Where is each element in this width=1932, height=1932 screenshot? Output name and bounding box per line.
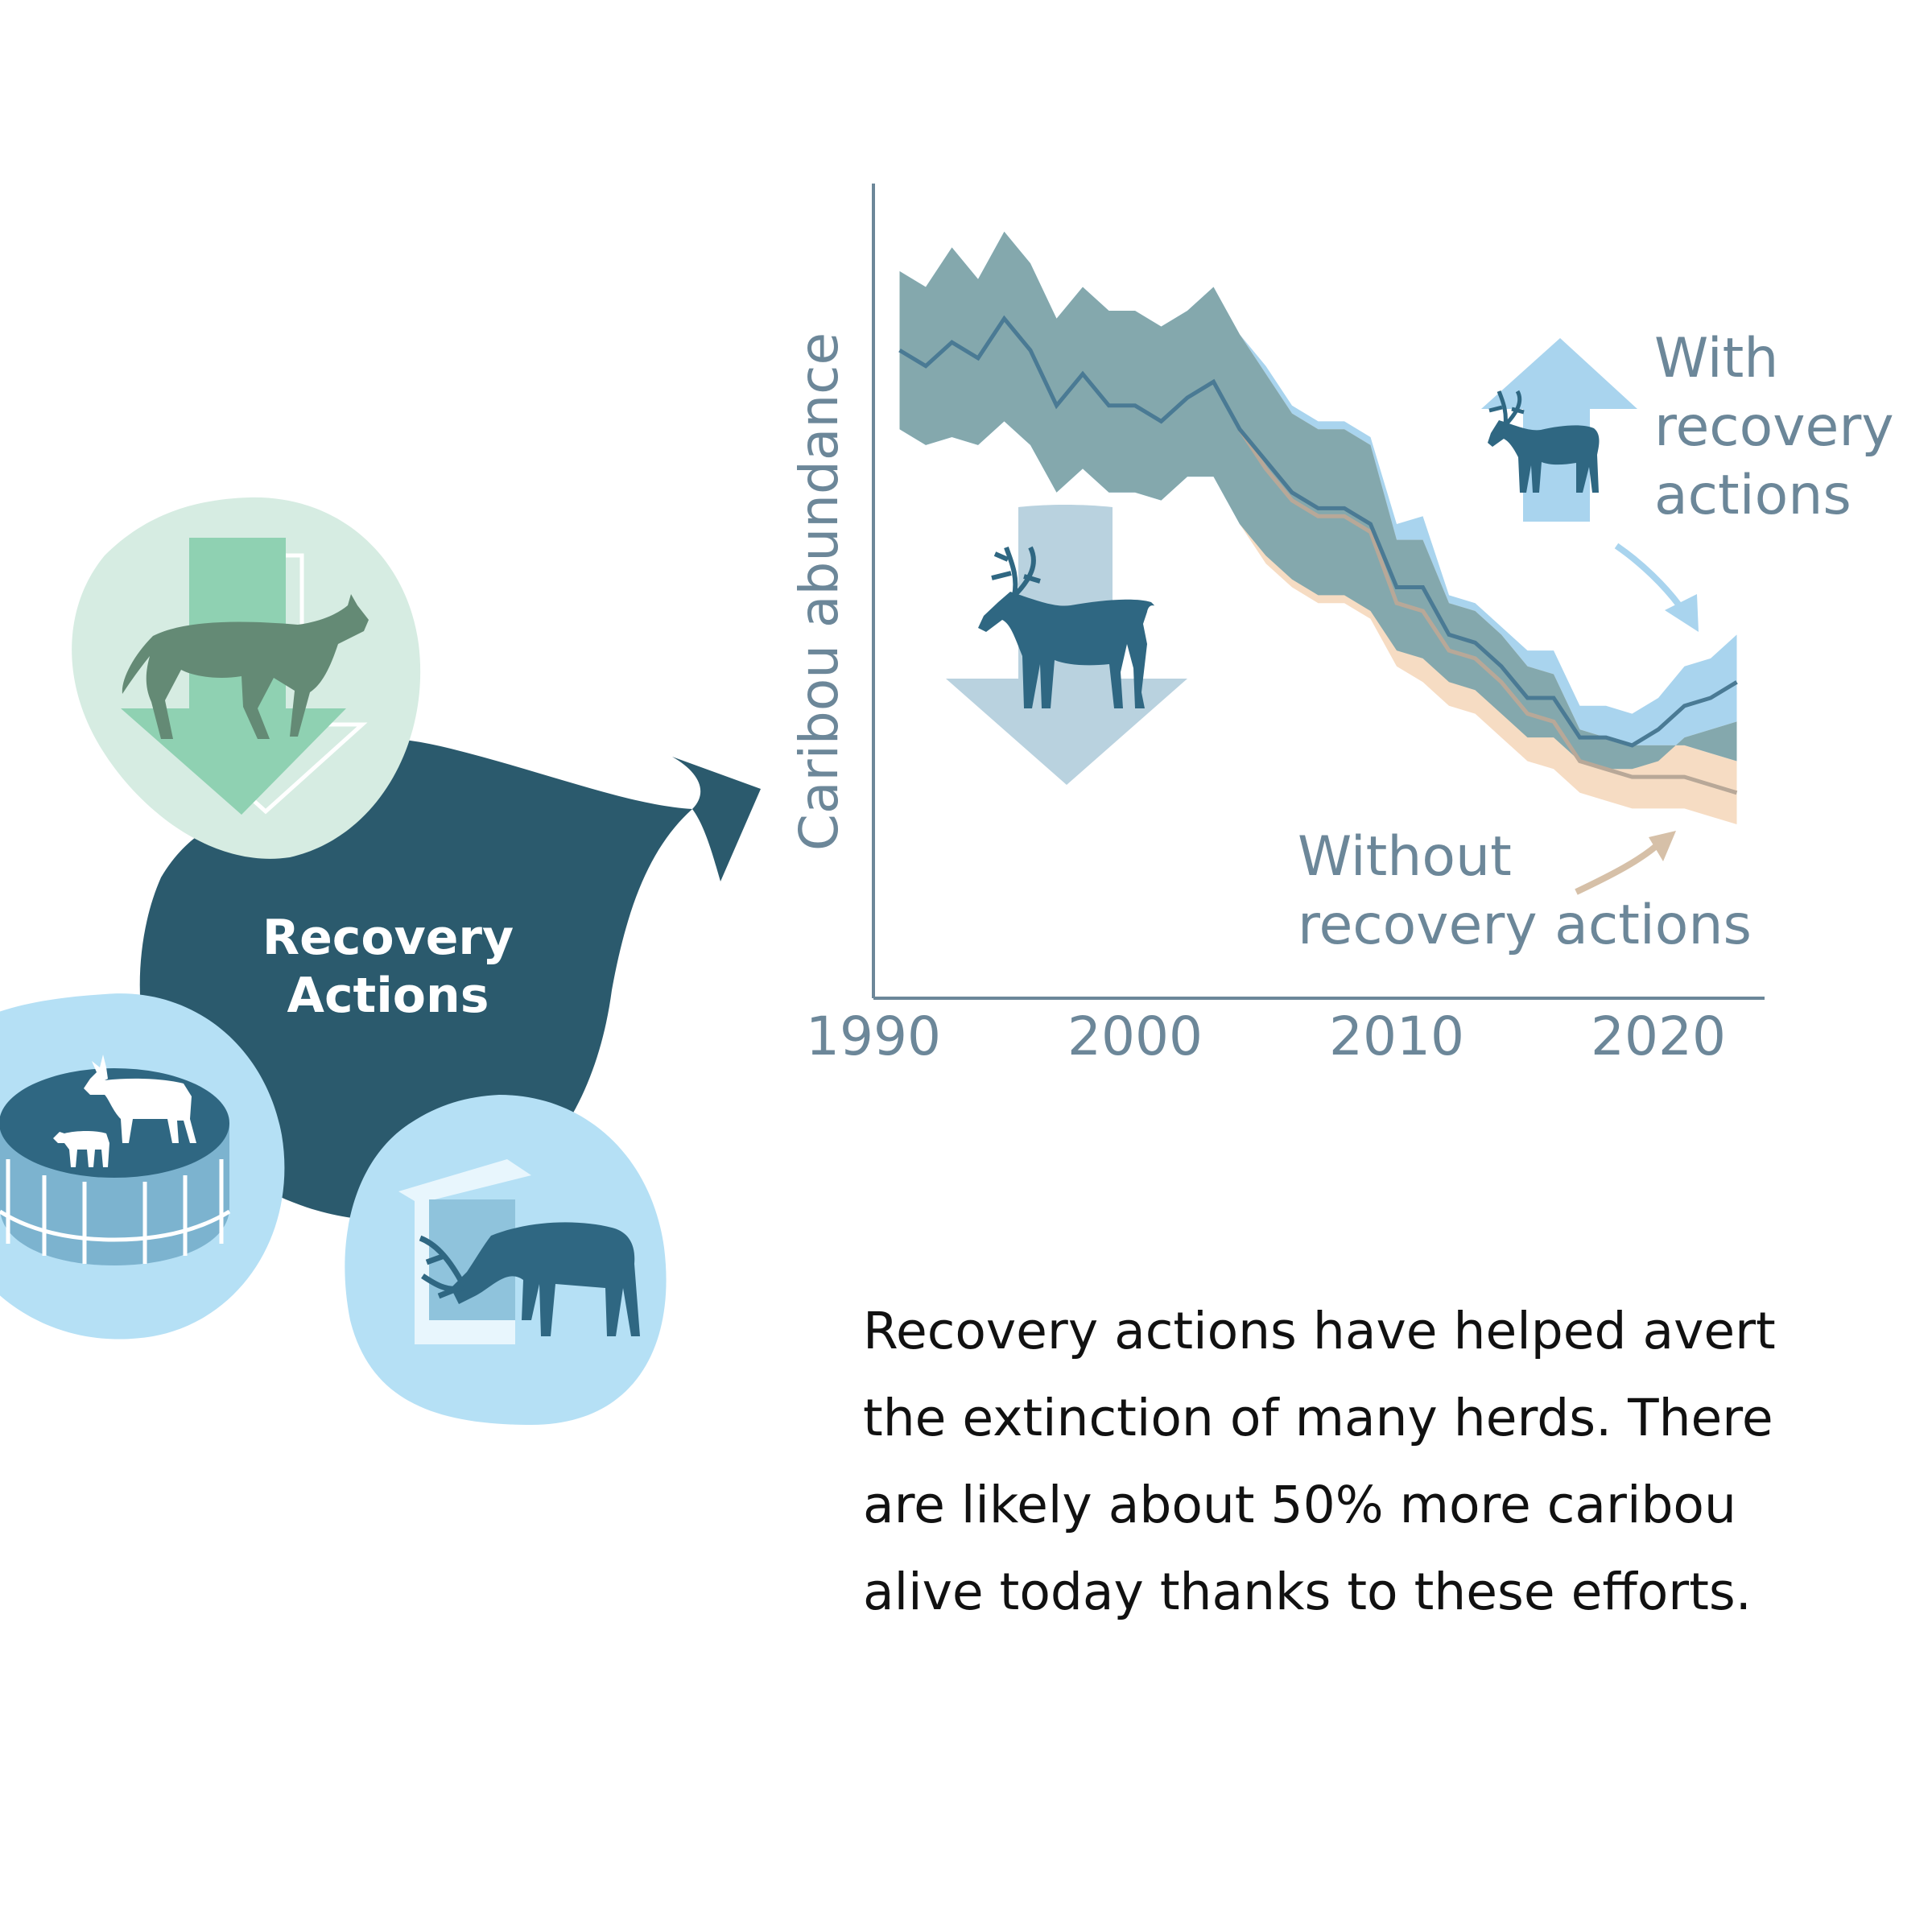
with-label-line-1: With [1654, 327, 1778, 390]
hub-label-line-1: Recovery [262, 910, 514, 966]
wolf-predator-bubble [72, 497, 421, 859]
point-without-2016 [1551, 719, 1556, 724]
point-without-2017 [1578, 759, 1583, 764]
point-with-2005 [1264, 459, 1269, 464]
maternal-pen-caribou-icon [0, 1055, 231, 1265]
band-overlap [899, 231, 1737, 770]
point-with-1994 [976, 356, 980, 361]
point-without-2005 [1264, 466, 1269, 471]
point-without-2018 [1604, 766, 1608, 771]
caption-text: Recovery actions have helped avert the e… [863, 1302, 1776, 1621]
y-axis-label: Caribou abundance [788, 332, 850, 851]
without-recovery-label: Without recovery actions [1298, 825, 1752, 957]
point-without-2023 [1735, 791, 1740, 795]
point-with-2020 [1656, 727, 1661, 732]
wolf-icon [122, 594, 369, 739]
x-tick-2020: 2020 [1591, 1005, 1726, 1067]
x-tick-2000: 2000 [1067, 1005, 1203, 1067]
point-without-2008 [1342, 514, 1347, 518]
point-without-2009 [1368, 530, 1373, 535]
point-with-2023 [1735, 679, 1740, 684]
point-with-2021 [1682, 704, 1687, 708]
point-with-2006 [1290, 490, 1294, 495]
point-with-2008 [1342, 506, 1347, 510]
recovery-actions-hub: Recovery Actions [139, 737, 761, 1221]
point-with-2015 [1525, 696, 1530, 700]
point-without-2011 [1421, 609, 1426, 613]
feeding-station-caribou-icon [398, 1159, 640, 1344]
hub-shape [139, 737, 761, 1221]
point-without-2022 [1708, 782, 1713, 787]
maternal-pen-bubble [0, 993, 285, 1340]
point-with-2013 [1473, 640, 1478, 645]
with-recovery-label: With recovery actions [1654, 327, 1894, 527]
point-without-2021 [1682, 774, 1687, 779]
point-with-2009 [1368, 522, 1373, 526]
line-with-recovery [898, 315, 1738, 748]
point-with-2022 [1708, 696, 1713, 700]
up-arrow-caribou [1488, 420, 1600, 493]
point-with-1996 [1028, 348, 1033, 353]
point-with-2018 [1604, 735, 1608, 740]
point-with-1999 [1107, 403, 1112, 408]
point-without-2006 [1290, 498, 1294, 503]
hub-label-line-2: Actions [287, 968, 489, 1024]
point-with-2007 [1316, 506, 1321, 510]
point-with-2016 [1551, 696, 1556, 700]
with-label-line-3: actions [1654, 464, 1852, 527]
point-without-2015 [1525, 712, 1530, 716]
with-label-line-2: recovery [1654, 395, 1894, 459]
with-annotation-arrow [1614, 543, 1699, 632]
line-without-recovery [1237, 427, 1738, 795]
point-without-2014 [1499, 679, 1504, 684]
down-caribou-antlers [991, 546, 1041, 598]
point-with-2003 [1212, 379, 1216, 384]
caribou-abundance-chart: With recovery actions Without recovery a… [788, 184, 1894, 1067]
x-tick-labels: 1990 2000 2010 2020 [806, 1005, 1726, 1067]
point-with-2017 [1578, 735, 1583, 740]
caribou-down-arrow-icon [946, 505, 1187, 785]
without-annotation-arrow [1575, 831, 1676, 895]
up-caribou-antlers [1488, 390, 1525, 427]
without-label-line-2: recovery actions [1298, 894, 1752, 957]
caribou-up-arrow-icon [1481, 338, 1637, 522]
point-without-2019 [1630, 774, 1635, 779]
point-with-2000 [1133, 403, 1137, 408]
point-without-2007 [1316, 514, 1321, 518]
point-with-2010 [1394, 585, 1399, 590]
uncertainty-bands [899, 231, 1737, 824]
point-with-2012 [1447, 632, 1451, 637]
point-without-2020 [1656, 774, 1661, 779]
median-lines [898, 315, 1738, 795]
down-arrow-caribou [978, 592, 1154, 708]
feeding-station-bubble [345, 1095, 667, 1425]
point-with-2001 [1159, 419, 1164, 423]
point-without-2010 [1394, 601, 1399, 605]
x-tick-2010: 2010 [1329, 1005, 1464, 1067]
point-with-1997 [1055, 403, 1059, 408]
without-label-line-1: Without [1298, 825, 1512, 889]
point-with-2014 [1499, 664, 1504, 669]
point-without-2013 [1473, 656, 1478, 661]
point-with-1992 [923, 364, 928, 369]
point-with-1993 [950, 340, 955, 345]
point-with-2002 [1185, 395, 1190, 400]
point-with-1998 [1080, 372, 1085, 377]
point-with-1995 [1002, 316, 1007, 321]
point-with-1991 [898, 348, 902, 353]
point-with-2019 [1630, 743, 1635, 748]
point-with-2011 [1421, 585, 1426, 590]
x-tick-1990: 1990 [806, 1005, 941, 1067]
point-without-2012 [1447, 648, 1451, 653]
point-without-2004 [1237, 427, 1242, 431]
